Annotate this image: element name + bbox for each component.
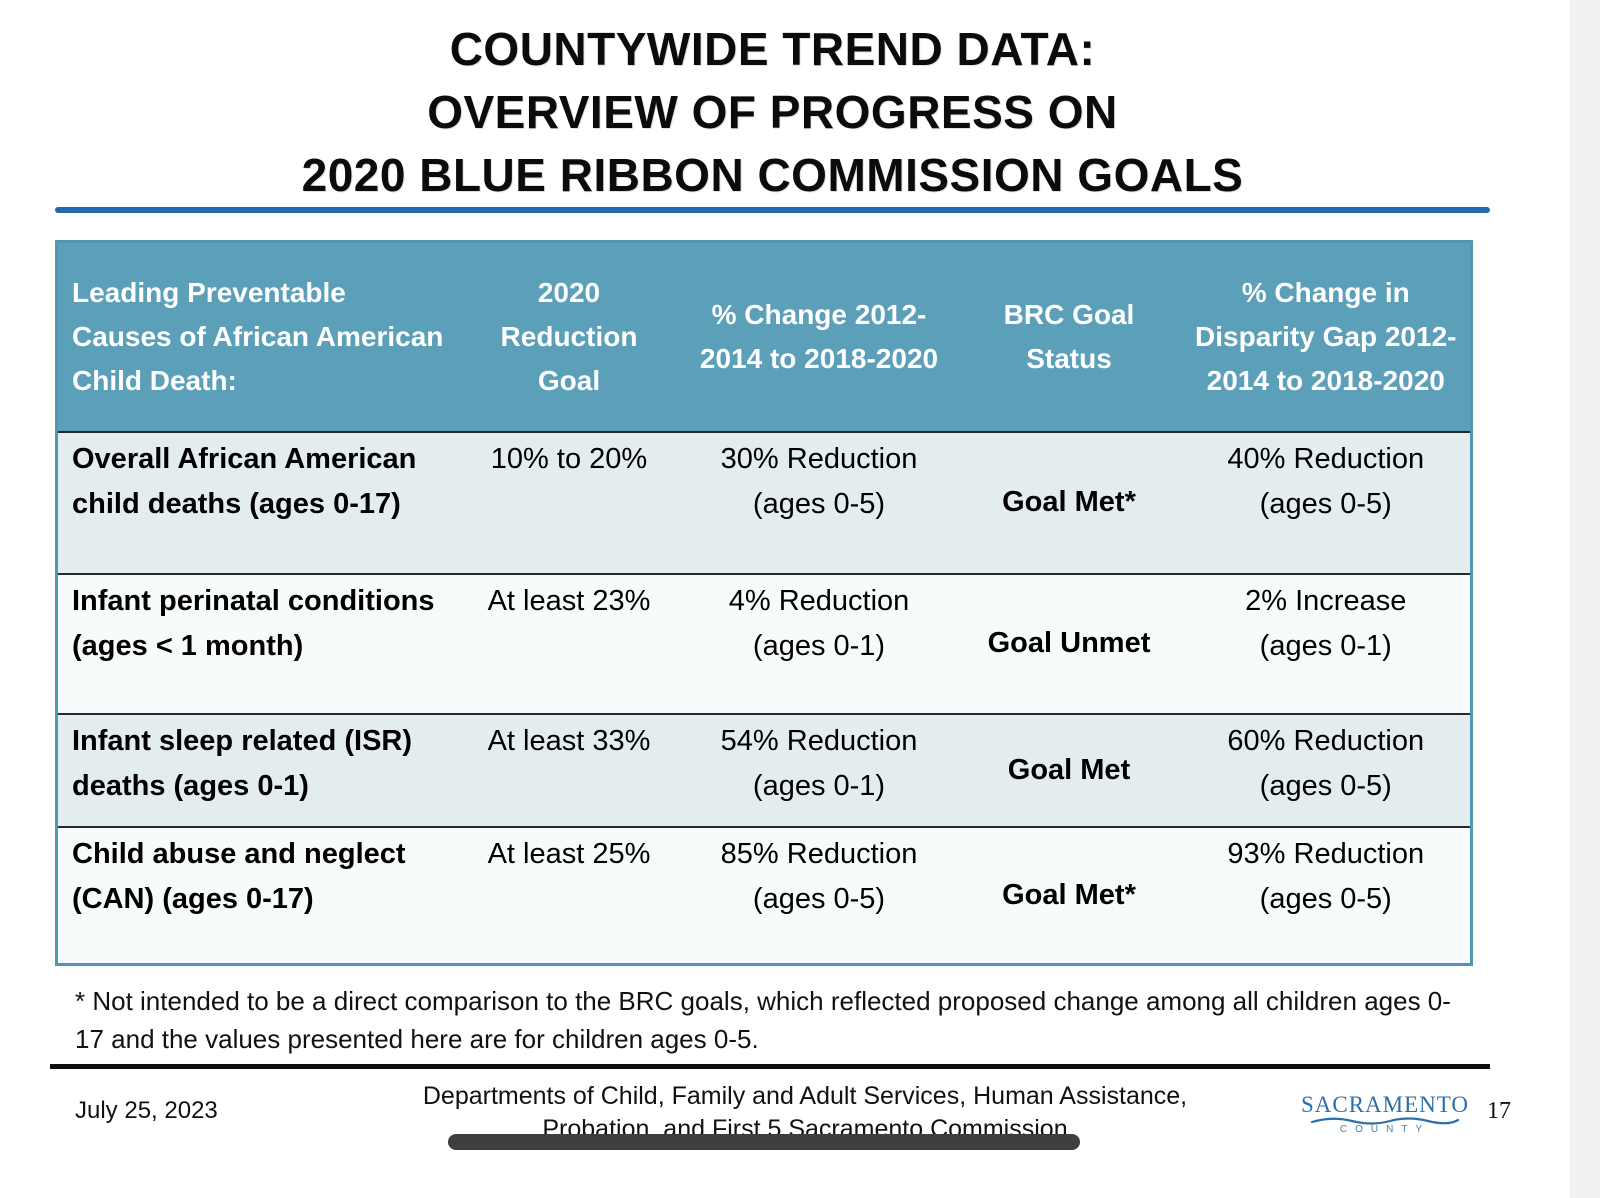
cell-disparity-value: 60% Reduction bbox=[1227, 724, 1425, 757]
trend-data-table: Leading Preventable Causes of African Am… bbox=[55, 240, 1473, 966]
column-header-status: BRC Goal Status bbox=[956, 241, 1182, 432]
cell-status: Goal Met bbox=[1007, 753, 1131, 786]
cell-goal: At least 23% bbox=[487, 584, 651, 617]
cell-cause: Infant perinatal conditions (ages < 1 mo… bbox=[72, 584, 435, 662]
slide-title-line-1: COUNTYWIDE TREND DATA: bbox=[449, 23, 1096, 75]
cell-status: Goal Met* bbox=[1002, 486, 1136, 518]
sacramento-county-logo: SACRAMENTO COUNTY bbox=[1300, 1092, 1470, 1135]
cell-status: Goal Unmet bbox=[987, 627, 1151, 659]
slide-title-line-2: OVERVIEW OF PROGRESS ON bbox=[427, 86, 1118, 138]
logo-wordmark: SACRAMENTO bbox=[1300, 1092, 1470, 1117]
cell-goal: At least 33% bbox=[487, 724, 651, 757]
logo-wave-icon bbox=[1310, 1117, 1460, 1125]
cell-disparity-value: 40% Reduction bbox=[1227, 442, 1425, 475]
table-row: Overall African American child deaths (a… bbox=[56, 431, 1472, 574]
cell-disparity-ages: (ages 0-5) bbox=[1259, 769, 1392, 802]
cell-disparity-ages: (ages 0-5) bbox=[1259, 487, 1392, 520]
cell-goal: At least 25% bbox=[487, 837, 651, 870]
cell-change: 54% Reduction (ages 0-1) bbox=[682, 714, 957, 827]
cell-disparity-value: 93% Reduction bbox=[1227, 837, 1425, 870]
cell-disparity-value: 2% Increase bbox=[1245, 584, 1407, 617]
cell-cause: Child abuse and neglect (CAN) (ages 0-17… bbox=[72, 837, 406, 915]
footer-divider bbox=[50, 1064, 1490, 1069]
footer-departments: Departments of Child, Family and Adult S… bbox=[400, 1080, 1210, 1146]
column-header-goal: 2020 Reduction Goal bbox=[456, 241, 682, 432]
cell-change-value: 30% Reduction bbox=[720, 442, 918, 475]
column-header-disparity: % Change in Disparity Gap 2012-2014 to 2… bbox=[1181, 241, 1472, 432]
cell-change: 4% Reduction (ages 0-1) bbox=[682, 574, 957, 714]
cell-disparity: 2% Increase (ages 0-1) bbox=[1182, 574, 1472, 714]
table-header-row: Leading Preventable Causes of African Am… bbox=[56, 241, 1472, 432]
cell-disparity: 60% Reduction (ages 0-5) bbox=[1182, 714, 1472, 827]
footnote: * Not intended to be a direct comparison… bbox=[75, 986, 1451, 1054]
cell-disparity-ages: (ages 0-1) bbox=[1259, 629, 1392, 662]
title-underline bbox=[55, 207, 1490, 213]
cell-change-value: 85% Reduction bbox=[720, 837, 918, 870]
video-progress-bar[interactable] bbox=[448, 1134, 1080, 1150]
logo-county-label: COUNTY bbox=[1339, 1124, 1431, 1135]
cell-change: 30% Reduction (ages 0-5) bbox=[682, 432, 957, 574]
cell-disparity: 40% Reduction (ages 0-5) bbox=[1182, 432, 1472, 574]
column-header-causes: Leading Preventable Causes of African Am… bbox=[56, 241, 457, 432]
cell-change-ages: (ages 0-1) bbox=[752, 769, 886, 802]
cell-status: Goal Met* bbox=[1002, 878, 1136, 911]
table-row: Child abuse and neglect (CAN) (ages 0-17… bbox=[56, 826, 1472, 965]
cell-cause: Infant sleep related (ISR) deaths (ages … bbox=[72, 724, 413, 802]
slide-title-line-3: 2020 BLUE RIBBON COMMISSION GOALS bbox=[301, 149, 1244, 201]
table-row: Infant perinatal conditions (ages < 1 mo… bbox=[56, 573, 1472, 714]
cell-cause: Overall African American child deaths (a… bbox=[72, 442, 417, 520]
trend-table-container: Leading Preventable Causes of African Am… bbox=[55, 240, 1473, 966]
footer-date: July 25, 2023 bbox=[75, 1097, 218, 1124]
cell-change: 85% Reduction (ages 0-5) bbox=[682, 827, 957, 965]
cell-change-value: 54% Reduction bbox=[720, 724, 918, 757]
footer-departments-line-1: Departments of Child, Family and Adult S… bbox=[422, 1082, 1188, 1110]
cell-change-value: 4% Reduction bbox=[728, 584, 910, 617]
page-number: 17 bbox=[1487, 1098, 1511, 1124]
cell-change-ages: (ages 0-5) bbox=[752, 487, 886, 520]
column-header-change: % Change 2012-2014 to 2018-2020 bbox=[681, 241, 957, 432]
cell-change-ages: (ages 0-1) bbox=[752, 629, 886, 662]
cell-disparity: 93% Reduction (ages 0-5) bbox=[1182, 827, 1472, 965]
cell-goal: 10% to 20% bbox=[490, 442, 648, 475]
screen-edge bbox=[1570, 0, 1600, 1198]
cell-change-ages: (ages 0-5) bbox=[752, 882, 886, 915]
cell-disparity-ages: (ages 0-5) bbox=[1259, 882, 1392, 915]
table-row: Infant sleep related (ISR) deaths (ages … bbox=[56, 713, 1472, 827]
slide-title: COUNTYWIDE TREND DATA: OVERVIEW OF PROGR… bbox=[55, 18, 1490, 207]
